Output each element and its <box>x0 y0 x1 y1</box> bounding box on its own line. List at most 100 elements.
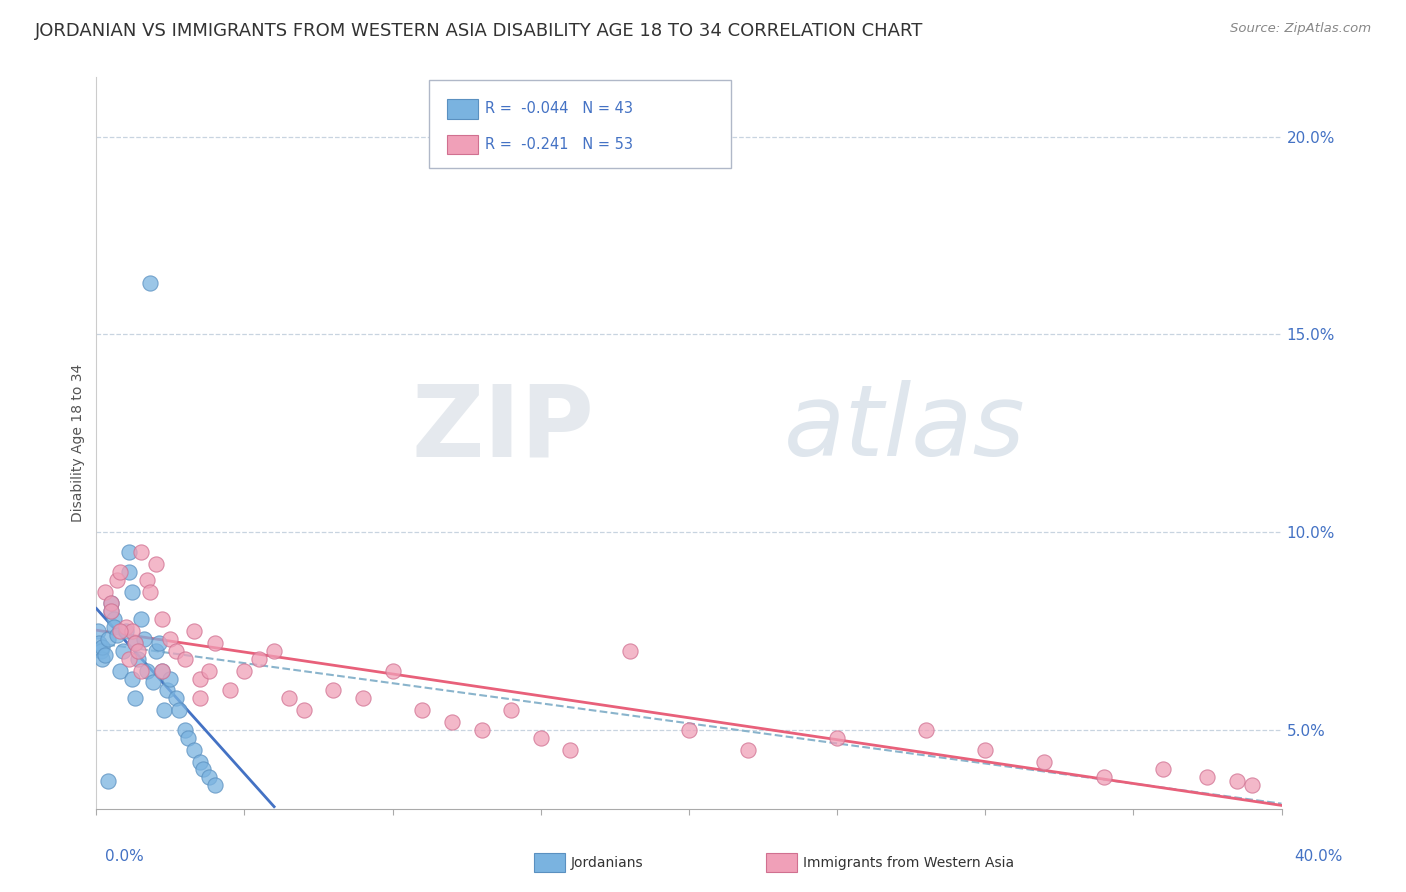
Point <box>127 651 149 665</box>
Point <box>129 612 152 626</box>
Point <box>411 703 433 717</box>
Point <box>188 672 211 686</box>
Point <box>108 664 131 678</box>
Point <box>108 624 131 638</box>
Point <box>560 742 582 756</box>
Text: R =  -0.241   N = 53: R = -0.241 N = 53 <box>485 137 633 152</box>
Point <box>91 651 114 665</box>
Point <box>204 636 226 650</box>
Point <box>118 565 141 579</box>
Point <box>1092 770 1115 784</box>
Point <box>198 770 221 784</box>
Point <box>135 573 157 587</box>
Point <box>142 675 165 690</box>
Point <box>1226 774 1249 789</box>
Point <box>915 723 938 737</box>
Point <box>150 612 173 626</box>
Point <box>159 632 181 646</box>
Point <box>111 644 134 658</box>
Point <box>678 723 700 737</box>
Point <box>103 620 125 634</box>
Point <box>322 683 344 698</box>
Point <box>129 664 152 678</box>
Point <box>108 565 131 579</box>
Point <box>1033 755 1056 769</box>
Point <box>118 651 141 665</box>
Point <box>440 714 463 729</box>
Point <box>174 723 197 737</box>
Point <box>247 651 270 665</box>
Point <box>825 731 848 745</box>
Point <box>91 640 114 654</box>
Text: JORDANIAN VS IMMIGRANTS FROM WESTERN ASIA DISABILITY AGE 18 TO 34 CORRELATION CH: JORDANIAN VS IMMIGRANTS FROM WESTERN ASI… <box>35 22 924 40</box>
Point <box>129 545 152 559</box>
Point <box>94 584 117 599</box>
Text: Source: ZipAtlas.com: Source: ZipAtlas.com <box>1230 22 1371 36</box>
Point <box>127 644 149 658</box>
Point <box>352 691 374 706</box>
Point <box>121 624 143 638</box>
Point <box>124 636 146 650</box>
Point <box>124 636 146 650</box>
Point <box>169 703 191 717</box>
Point <box>188 691 211 706</box>
Point <box>183 742 205 756</box>
Point <box>218 683 240 698</box>
Text: atlas: atlas <box>783 380 1025 477</box>
Point <box>100 604 122 618</box>
Point <box>121 584 143 599</box>
Point <box>100 596 122 610</box>
Point <box>1152 763 1174 777</box>
Point <box>89 636 111 650</box>
Point <box>1240 778 1263 792</box>
Point <box>150 664 173 678</box>
Point <box>156 683 179 698</box>
Point <box>138 584 160 599</box>
Point <box>150 664 173 678</box>
Point <box>292 703 315 717</box>
Point <box>94 648 117 662</box>
Point <box>97 774 120 789</box>
Y-axis label: Disability Age 18 to 34: Disability Age 18 to 34 <box>72 364 86 523</box>
Point <box>381 664 404 678</box>
Point <box>177 731 200 745</box>
Point <box>132 632 155 646</box>
Point <box>198 664 221 678</box>
Point <box>165 644 187 658</box>
Point <box>145 557 167 571</box>
Point <box>204 778 226 792</box>
Point <box>1197 770 1219 784</box>
Point <box>530 731 553 745</box>
Point <box>148 636 170 650</box>
Point <box>737 742 759 756</box>
Point <box>87 624 110 638</box>
Point <box>619 644 641 658</box>
Text: Immigrants from Western Asia: Immigrants from Western Asia <box>803 855 1014 870</box>
Point <box>165 691 187 706</box>
Text: 0.0%: 0.0% <box>105 849 145 863</box>
Point <box>118 545 141 559</box>
Point <box>233 664 256 678</box>
Point <box>121 672 143 686</box>
Point <box>90 644 112 658</box>
Point <box>174 651 197 665</box>
Point <box>138 276 160 290</box>
Point <box>100 604 122 618</box>
Point <box>159 672 181 686</box>
Point <box>115 620 138 634</box>
Text: Jordanians: Jordanians <box>571 855 644 870</box>
Point <box>105 628 128 642</box>
Point <box>501 703 523 717</box>
Point <box>105 573 128 587</box>
Text: ZIP: ZIP <box>411 380 595 477</box>
Point <box>100 596 122 610</box>
Text: R =  -0.044   N = 43: R = -0.044 N = 43 <box>485 102 633 116</box>
Point <box>470 723 492 737</box>
Point <box>97 632 120 646</box>
Point <box>135 664 157 678</box>
Point <box>188 755 211 769</box>
Point <box>974 742 997 756</box>
Point <box>115 624 138 638</box>
Text: 40.0%: 40.0% <box>1295 849 1343 863</box>
Point <box>278 691 301 706</box>
